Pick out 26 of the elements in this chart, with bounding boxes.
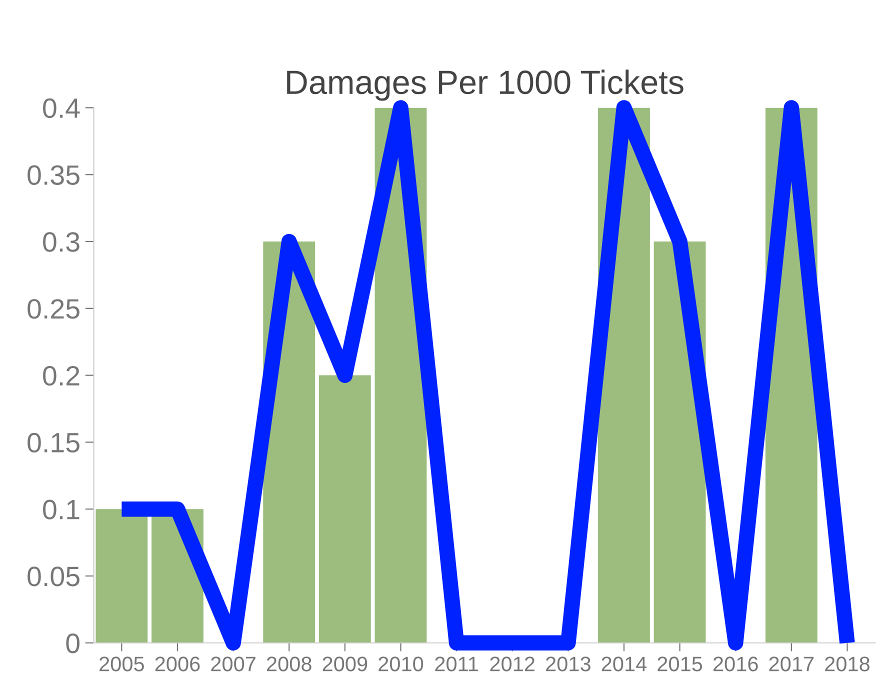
x-tick-label: 2008 [266, 656, 312, 672]
y-tick-label: 0.25 [28, 299, 80, 319]
y-tick-label: 0.1 [43, 500, 80, 520]
x-tick-label: 2016 [713, 656, 758, 672]
y-tick-label: 0.35 [28, 165, 80, 185]
x-tick-label: 2005 [100, 656, 144, 672]
y-tick-label: 0.3 [43, 232, 80, 252]
x-tick-label: 2010 [378, 656, 424, 672]
x-tick-label: 2015 [658, 656, 702, 672]
x-tick-label: 2006 [155, 656, 200, 672]
bar [318, 375, 371, 643]
x-tick-label: 2014 [602, 656, 647, 672]
y-tick-label: 0.2 [43, 366, 80, 386]
x-tick-label: 2017 [769, 656, 814, 672]
x-tick-label: 2011 [435, 656, 478, 672]
y-tick-label: 0.4 [43, 98, 80, 118]
y-tick-label: 0.15 [28, 432, 80, 453]
y-tick-label: 0.05 [28, 566, 80, 586]
x-tick-label: 2013 [546, 656, 590, 672]
x-tick-label: 2012 [490, 656, 534, 672]
y-tick-label: 0 [66, 634, 80, 654]
bar [96, 509, 148, 643]
chart-title: Damages Per 1000 Tickets [287, 70, 684, 101]
x-tick-label: 2018 [825, 656, 870, 672]
x-tick-label: 2009 [322, 656, 368, 672]
x-tick-label: 2007 [211, 656, 256, 672]
